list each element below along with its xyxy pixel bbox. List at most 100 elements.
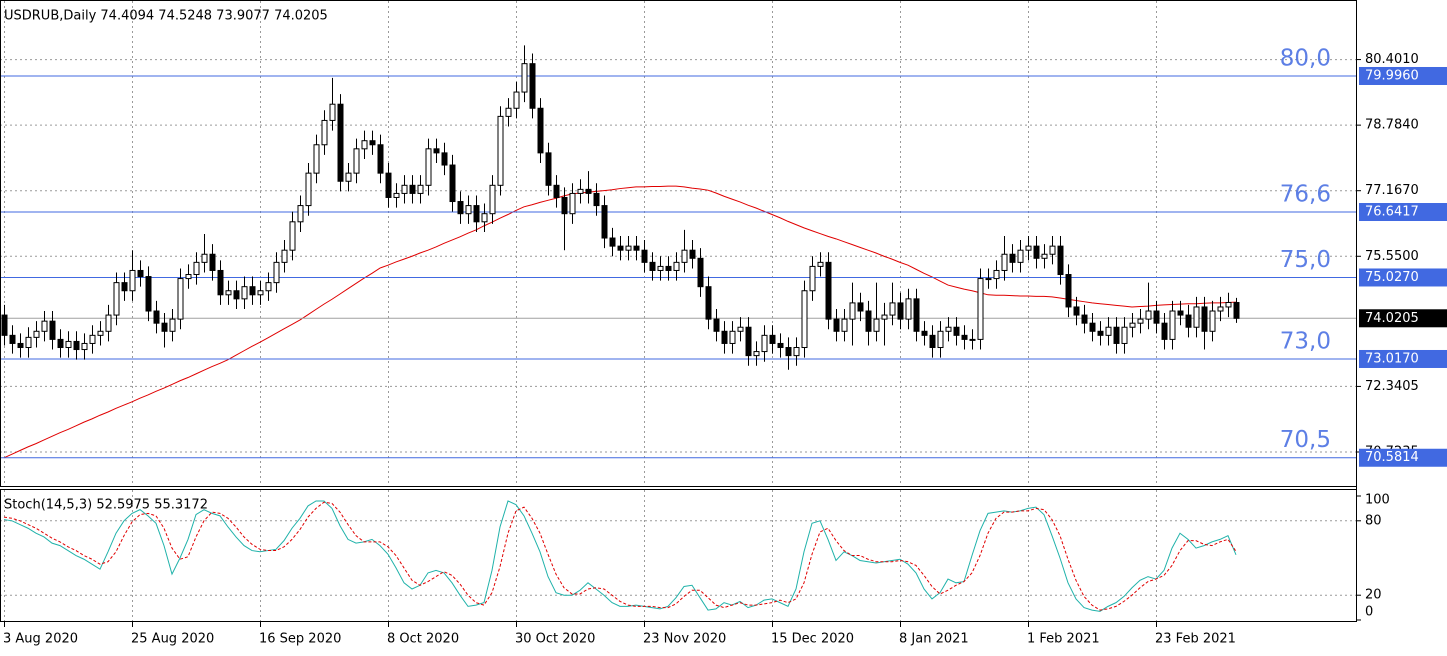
candle-body xyxy=(457,201,464,215)
stoch-title: Stoch(14,5,3) 52.5975 55.3172 xyxy=(4,498,208,513)
candle-body xyxy=(1233,302,1240,319)
axis-layer: 80.401078.784077.167075.550072.340570.72… xyxy=(3,0,1447,647)
candle-body xyxy=(385,172,392,198)
y-tick-label: 80.4010 xyxy=(1365,52,1419,67)
candle-body xyxy=(881,314,888,320)
candle-body xyxy=(97,330,104,336)
candle-body xyxy=(665,265,672,271)
level-name: 73,0 xyxy=(1280,328,1331,354)
candle-body xyxy=(121,282,128,292)
candle-body xyxy=(177,278,184,320)
candle-body xyxy=(641,249,648,263)
chart-title: USDRUB,Daily 74.4094 74.5248 73.9077 74.… xyxy=(4,9,328,24)
candle-body xyxy=(817,261,824,267)
candle-body xyxy=(481,213,488,223)
candle-body xyxy=(113,282,120,316)
candle-body xyxy=(297,205,304,223)
candle-body xyxy=(305,172,312,207)
y-tick-label: 75.5500 xyxy=(1365,249,1419,264)
stoch-frame xyxy=(0,489,1357,622)
candle-body xyxy=(961,334,968,340)
candle-body xyxy=(49,320,56,340)
candle-body xyxy=(1081,314,1088,324)
y-tick-label: 72.3405 xyxy=(1365,379,1419,394)
moving-average-line xyxy=(3,185,1237,459)
candle-body xyxy=(1065,274,1072,308)
candle-body xyxy=(929,334,936,349)
marks-layer: 80,0 76,6 75,0 73,0 70,5 xyxy=(0,45,1356,612)
candle-body xyxy=(697,257,704,288)
candle-body xyxy=(433,148,440,154)
candle-body xyxy=(153,310,160,324)
candle-body xyxy=(841,318,848,332)
candle-body xyxy=(1025,245,1032,251)
candle-body xyxy=(1185,314,1192,328)
candle-body xyxy=(785,347,792,357)
candle-body xyxy=(273,261,280,284)
candle-body xyxy=(1073,306,1080,316)
candle-body xyxy=(513,91,520,109)
x-tick-label: 25 Aug 2020 xyxy=(131,632,214,647)
candle-body xyxy=(1217,306,1224,312)
candle-body xyxy=(41,320,48,332)
candle-body xyxy=(521,63,528,93)
x-tick-label: 30 Oct 2020 xyxy=(515,632,595,647)
candle-body xyxy=(1193,306,1200,328)
candle-body xyxy=(577,188,584,194)
candle-body xyxy=(833,318,840,332)
level-price-label: 79.9960 xyxy=(1365,68,1419,83)
candle-body xyxy=(857,302,864,312)
candle-body xyxy=(913,298,920,332)
level-price-box xyxy=(1359,349,1447,368)
candle-body xyxy=(745,326,752,357)
candle-body xyxy=(225,290,232,296)
level-price-label: 73.0170 xyxy=(1365,351,1419,366)
candle-body xyxy=(1201,306,1208,332)
main-frame xyxy=(0,0,1357,487)
candle-body xyxy=(1017,249,1024,263)
candle-body xyxy=(1033,245,1040,259)
candle-body xyxy=(265,282,272,292)
candle-body xyxy=(1057,245,1064,276)
candle-body xyxy=(425,148,432,186)
x-tick-label: 1 Feb 2021 xyxy=(1027,632,1100,647)
x-tick-label: 8 Jan 2021 xyxy=(899,632,969,647)
grid-layer xyxy=(0,1,1356,621)
candle-body xyxy=(761,334,768,353)
y-tick-label: 0 xyxy=(1365,605,1373,620)
candle-body xyxy=(1049,245,1056,255)
candle-body xyxy=(705,286,712,320)
candle-body xyxy=(625,245,632,251)
candle-body xyxy=(209,253,216,271)
candle-body xyxy=(361,140,368,150)
candle-body xyxy=(849,302,856,320)
candle-body xyxy=(193,261,200,276)
candle-body xyxy=(1209,310,1216,332)
candle-body xyxy=(889,302,896,316)
candle-body xyxy=(321,119,328,146)
candle-body xyxy=(81,342,88,351)
candle-body xyxy=(249,286,256,296)
candle-body xyxy=(73,340,80,351)
y-tick-label: 77.1670 xyxy=(1365,183,1419,198)
x-tick-label: 3 Aug 2020 xyxy=(3,632,78,647)
candle-body xyxy=(905,298,912,320)
candle-body xyxy=(337,103,344,182)
candle-body xyxy=(985,278,992,281)
level-price-box xyxy=(1359,448,1447,467)
candle-body xyxy=(417,184,424,194)
candle-body xyxy=(65,340,72,349)
level-name: 80,0 xyxy=(1280,45,1331,71)
candle-body xyxy=(489,184,496,215)
candle-body xyxy=(241,286,248,300)
candle-body xyxy=(217,269,224,296)
candle-body xyxy=(633,245,640,251)
candle-body xyxy=(497,115,504,186)
level-name: 70,5 xyxy=(1280,427,1331,453)
candle-body xyxy=(809,265,816,292)
candle-body xyxy=(1097,330,1104,336)
x-tick-label: 15 Dec 2020 xyxy=(771,632,854,647)
level-price-box xyxy=(1359,203,1447,222)
